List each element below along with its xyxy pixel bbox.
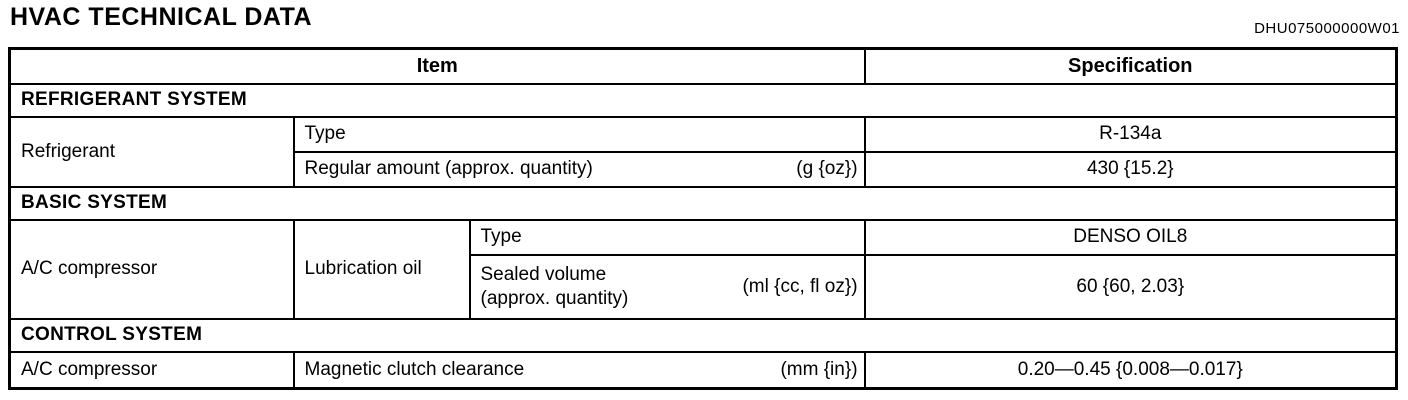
sub-item-label: Sealed volume (approx. quantity): [481, 263, 629, 309]
page-title: HVAC TECHNICAL DATA: [10, 3, 313, 31]
document-code: DHU075000000W01: [1254, 20, 1400, 37]
spec-cell: DENSO OIL8: [863, 218, 1398, 256]
table-row: Refrigerant Type R-134a: [8, 115, 1398, 188]
table-row: A/C compressor Lubrication oil Type DENS…: [8, 218, 1398, 320]
sub-sub-item-cell: Sealed volume (approx. quantity) (ml {cc…: [468, 253, 866, 320]
sub-item-cell: Lubrication oil: [292, 218, 471, 320]
spec-cell: 430 {15.2}: [863, 150, 1398, 188]
sub-item-label: Regular amount (approx. quantity): [304, 158, 593, 179]
section-title: REFRIGERANT SYSTEM: [8, 82, 1398, 118]
sub-item-with-unit: Regular amount (approx. quantity) (g {oz…: [305, 158, 858, 180]
table-row: A/C compressor Magnetic clutch clearance…: [8, 350, 1398, 390]
sub-item-with-unit: Magnetic clutch clearance (mm {in}): [305, 359, 858, 381]
sub-item-line2: (approx. quantity): [480, 287, 629, 309]
section-row-control-system: CONTROL SYSTEM: [8, 317, 1398, 353]
section-title: CONTROL SYSTEM: [8, 317, 1398, 353]
column-header-item: Item: [8, 47, 866, 85]
sub-item-label: Magnetic clutch clearance: [304, 358, 525, 380]
spec-cell: R-134a: [863, 115, 1398, 153]
section-row-basic-system: BASIC SYSTEM: [8, 185, 1398, 221]
section-title: BASIC SYSTEM: [8, 185, 1398, 221]
sub-item-with-unit: Sealed volume (approx. quantity) (ml {cc…: [481, 263, 858, 309]
sub-sub-item-cell: Type: [468, 218, 866, 256]
sub-item-line1: Sealed volume: [480, 264, 607, 286]
spec-cell: 0.20—0.45 {0.008—0.017}: [863, 350, 1398, 390]
sub-item-cell: Magnetic clutch clearance (mm {in}): [292, 350, 866, 390]
item-cell: Refrigerant: [8, 115, 295, 188]
column-header-specification: Specification: [863, 47, 1398, 85]
spec-cell: 60 {60, 2.03}: [863, 253, 1398, 320]
unit-label: (ml {cc, fl oz}): [742, 275, 858, 297]
item-cell: A/C compressor: [8, 218, 295, 320]
table-row: Sealed volume (approx. quantity) (ml {cc…: [10, 253, 1398, 320]
sub-item-cell: Type: [292, 115, 866, 153]
table-header-row: Item Specification: [8, 47, 1398, 85]
sub-item-cell: Regular amount (approx. quantity) (g {oz…: [292, 150, 866, 188]
unit-label: (g {oz}): [796, 158, 858, 179]
table-row: Regular amount (approx. quantity) (g {oz…: [10, 150, 1398, 188]
hvac-technical-data-table: Item Specification REFRIGERANT SYSTEM Re…: [8, 47, 1399, 390]
item-cell: A/C compressor: [8, 350, 295, 390]
unit-label: (mm {in}): [780, 358, 858, 380]
section-row-refrigerant-system: REFRIGERANT SYSTEM: [8, 82, 1398, 118]
